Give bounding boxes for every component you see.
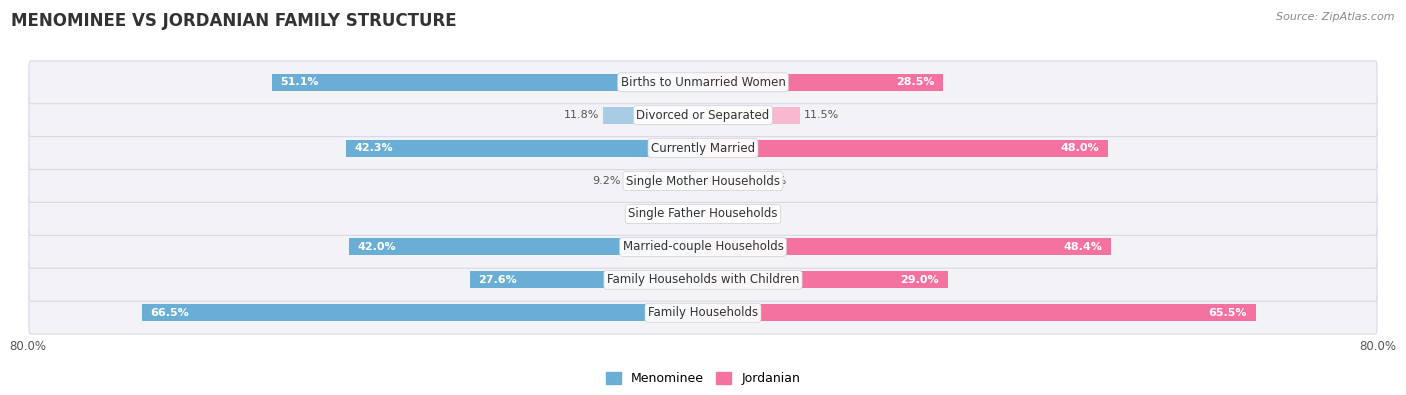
- Text: 65.5%: 65.5%: [1209, 308, 1247, 318]
- FancyBboxPatch shape: [30, 226, 1376, 268]
- Text: 42.3%: 42.3%: [354, 143, 394, 153]
- Text: Married-couple Households: Married-couple Households: [623, 241, 783, 253]
- Text: 28.5%: 28.5%: [897, 77, 935, 87]
- Text: 6.0%: 6.0%: [758, 176, 786, 186]
- Text: 66.5%: 66.5%: [150, 308, 190, 318]
- Text: 9.2%: 9.2%: [593, 176, 621, 186]
- Text: 11.8%: 11.8%: [564, 110, 599, 120]
- Text: Family Households with Children: Family Households with Children: [607, 273, 799, 286]
- Text: 48.0%: 48.0%: [1062, 143, 1099, 153]
- Bar: [346, 139, 703, 157]
- Bar: [703, 139, 1108, 157]
- Text: Single Father Households: Single Father Households: [628, 207, 778, 220]
- Text: Single Mother Households: Single Mother Households: [626, 175, 780, 188]
- Bar: [603, 107, 703, 124]
- FancyBboxPatch shape: [30, 258, 1376, 301]
- Text: Births to Unmarried Women: Births to Unmarried Women: [620, 76, 786, 89]
- Text: MENOMINEE VS JORDANIAN FAMILY STRUCTURE: MENOMINEE VS JORDANIAN FAMILY STRUCTURE: [11, 12, 457, 30]
- Text: 29.0%: 29.0%: [901, 275, 939, 285]
- Text: Family Households: Family Households: [648, 306, 758, 319]
- Bar: [703, 205, 721, 222]
- Bar: [271, 74, 703, 91]
- Text: 51.1%: 51.1%: [280, 77, 319, 87]
- Bar: [703, 173, 754, 190]
- Text: 4.2%: 4.2%: [636, 209, 664, 219]
- Text: 2.2%: 2.2%: [725, 209, 754, 219]
- Text: 11.5%: 11.5%: [804, 110, 839, 120]
- FancyBboxPatch shape: [30, 292, 1376, 334]
- Text: Source: ZipAtlas.com: Source: ZipAtlas.com: [1277, 12, 1395, 22]
- Bar: [703, 107, 800, 124]
- Bar: [703, 271, 948, 288]
- FancyBboxPatch shape: [30, 160, 1376, 202]
- Text: Currently Married: Currently Married: [651, 142, 755, 154]
- Bar: [142, 304, 703, 321]
- Bar: [703, 304, 1256, 321]
- Bar: [349, 238, 703, 256]
- Legend: Menominee, Jordanian: Menominee, Jordanian: [600, 367, 806, 390]
- Text: 48.4%: 48.4%: [1064, 242, 1102, 252]
- FancyBboxPatch shape: [30, 94, 1376, 137]
- Text: Divorced or Separated: Divorced or Separated: [637, 109, 769, 122]
- Bar: [626, 173, 703, 190]
- Bar: [703, 74, 943, 91]
- Text: 42.0%: 42.0%: [357, 242, 395, 252]
- Bar: [470, 271, 703, 288]
- FancyBboxPatch shape: [30, 127, 1376, 169]
- FancyBboxPatch shape: [30, 61, 1376, 103]
- Text: 27.6%: 27.6%: [478, 275, 517, 285]
- Bar: [703, 238, 1111, 256]
- Bar: [668, 205, 703, 222]
- FancyBboxPatch shape: [30, 193, 1376, 235]
